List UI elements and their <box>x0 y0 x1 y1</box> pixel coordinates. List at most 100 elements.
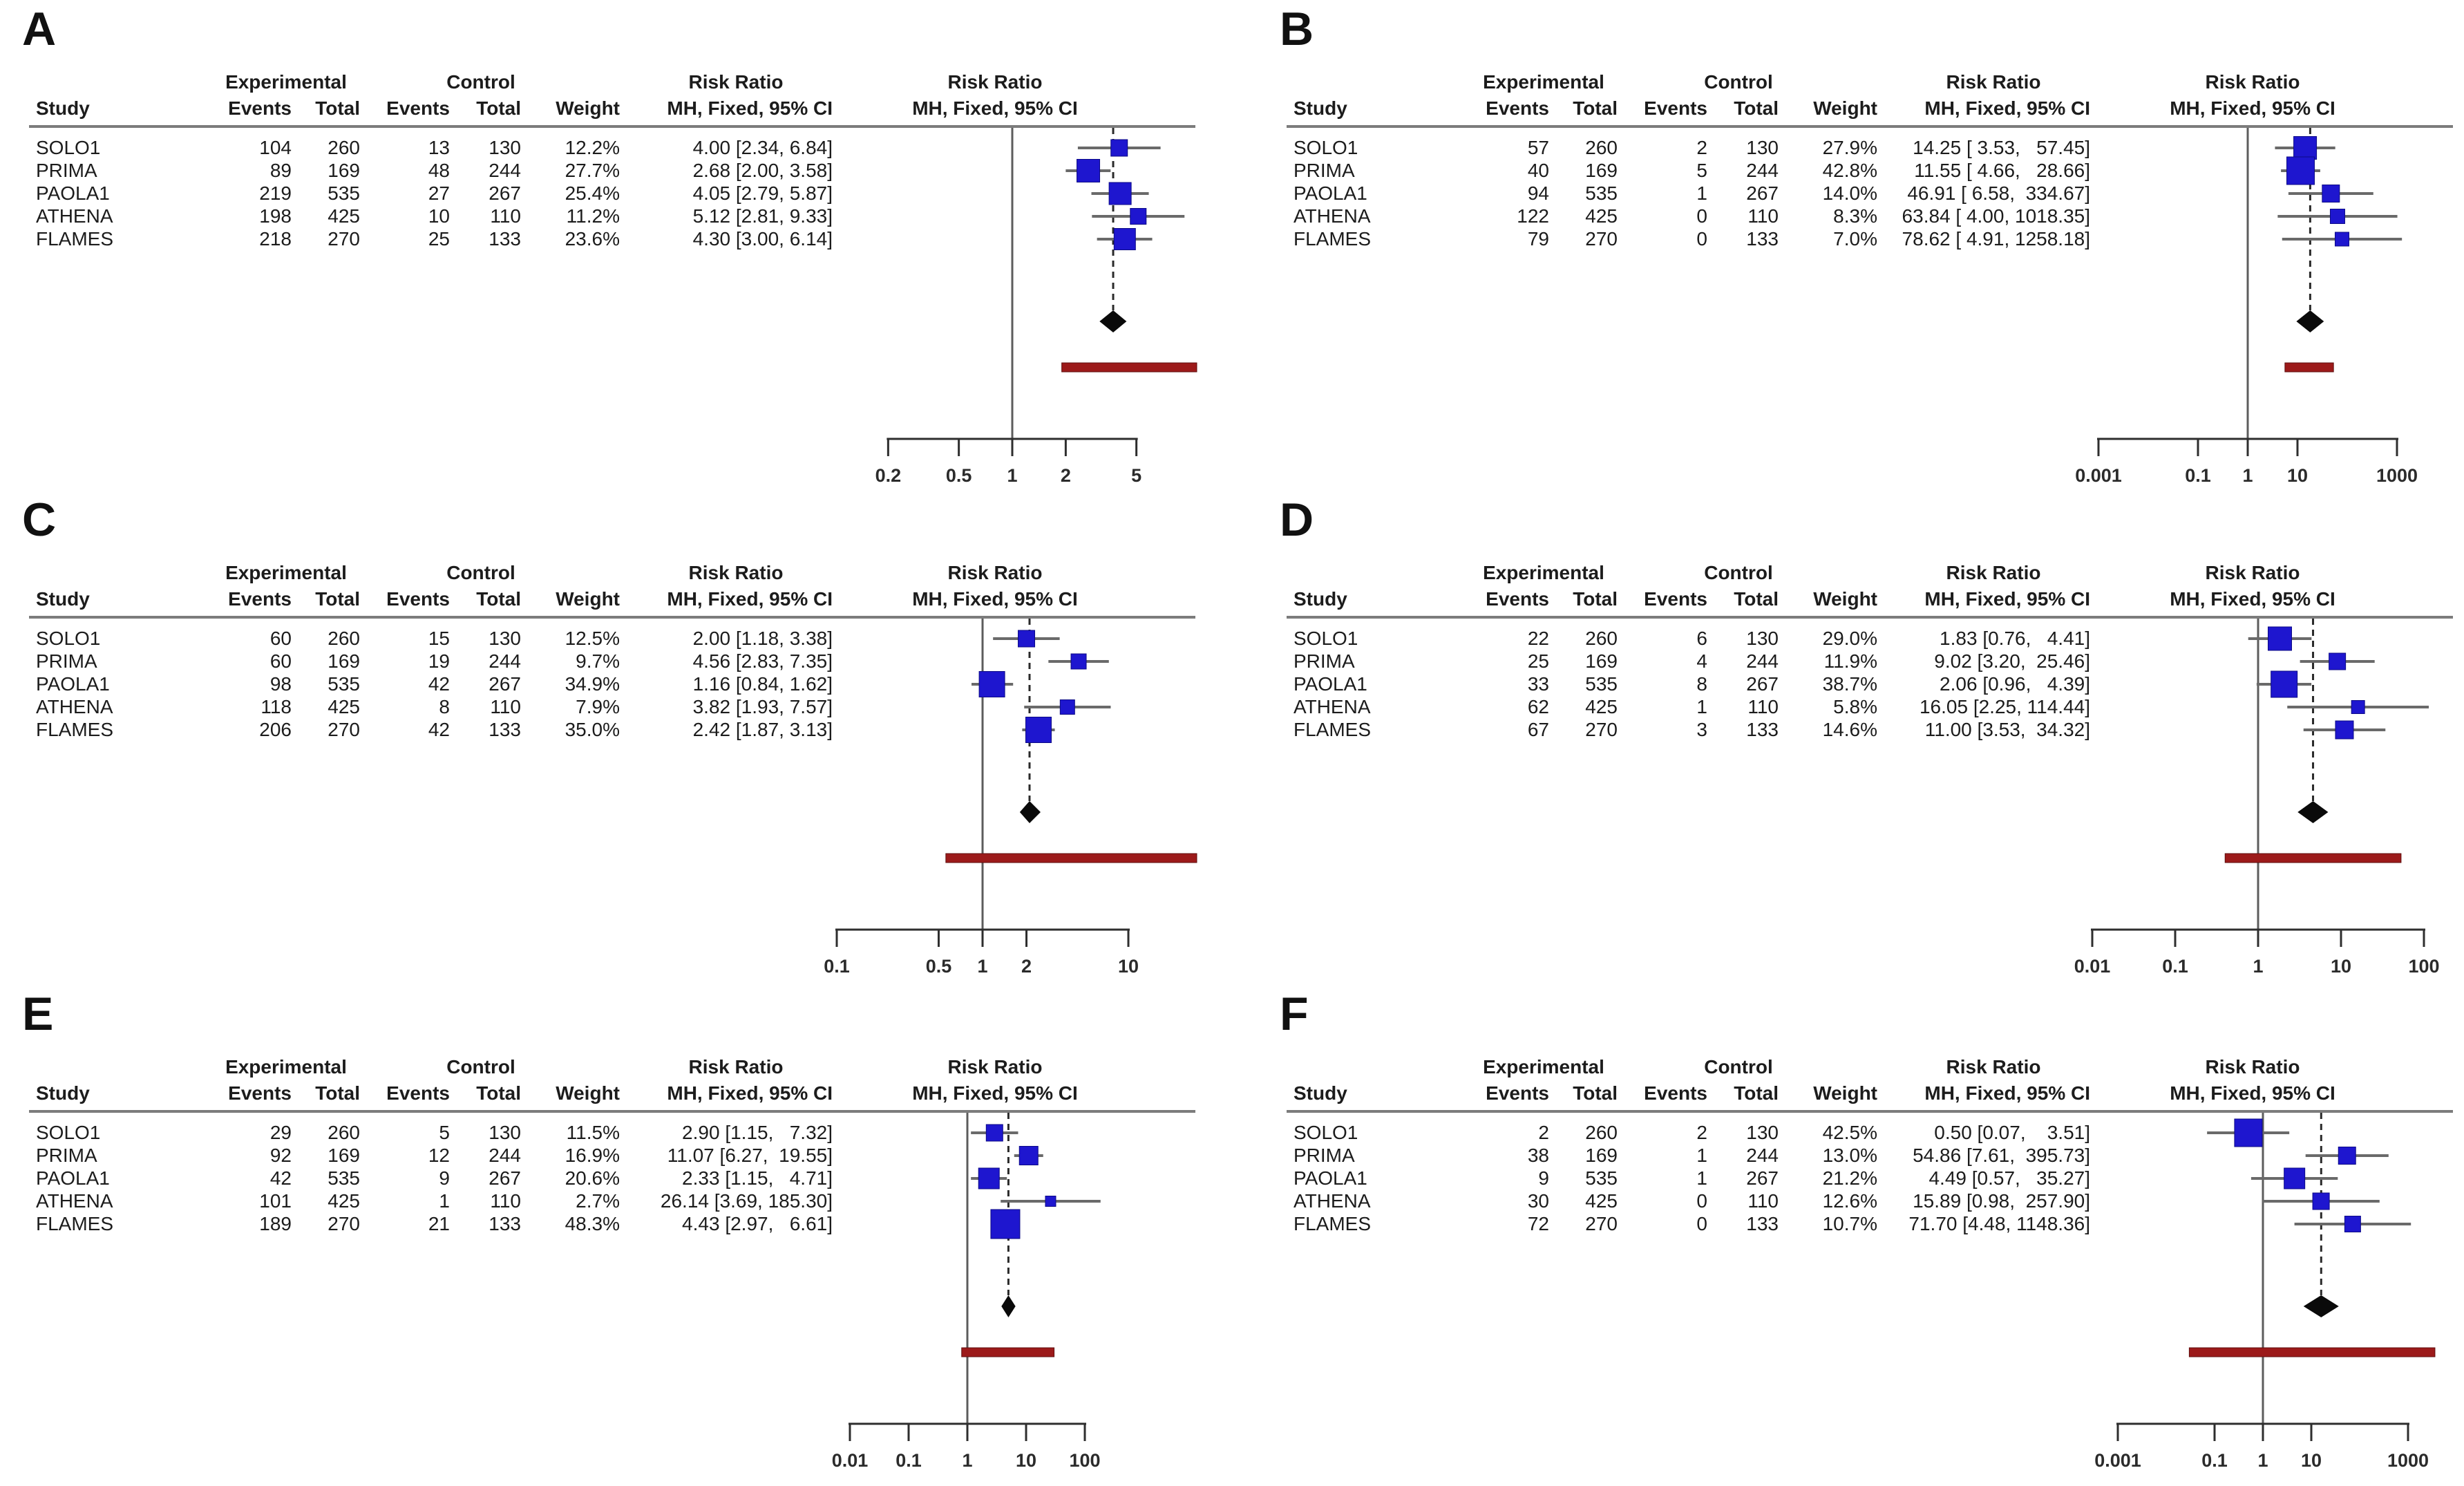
weight-cell: 14.0% <box>1822 182 1877 204</box>
col-header-control: Control <box>1704 71 1773 93</box>
ctl-total-cell: 244 <box>1746 160 1779 181</box>
study-name: SOLO1 <box>36 137 101 158</box>
col-header-risk-ratio: Risk Ratio <box>688 562 784 583</box>
col-header-effect-ci: MH, Fixed, 95% CI <box>667 1082 833 1104</box>
forest-plot: 0.1 0.5 1 2 10 <box>824 619 1197 977</box>
col-header-effect-ci: MH, Fixed, 95% CI <box>667 588 833 610</box>
col-header-weight: Weight <box>556 1082 620 1104</box>
effect-square <box>2329 652 2347 670</box>
effect-square <box>1018 630 1036 648</box>
effect-square <box>2322 185 2340 203</box>
effect-square <box>1110 139 1128 157</box>
exp-events-cell: 67 <box>1527 719 1549 740</box>
col-header-risk-ratio: Risk Ratio <box>1946 71 2041 93</box>
study-name: SOLO1 <box>1293 1122 1358 1143</box>
plot-header-effect-ci: MH, Fixed, 95% CI <box>912 97 1078 119</box>
ctl-events-cell: 1 <box>1696 182 1707 204</box>
ctl-events-cell: 8 <box>439 696 450 717</box>
ctl-events-cell: 1 <box>1696 696 1707 717</box>
col-header-exp-events: Events <box>228 97 292 119</box>
study-name: PRIMA <box>36 1145 97 1166</box>
effect-square <box>1070 653 1087 670</box>
weight-cell: 29.0% <box>1822 628 1877 649</box>
ctl-total-cell: 130 <box>1746 137 1779 158</box>
axis-tick-label: 1 <box>2242 465 2253 486</box>
exp-total-cell: 169 <box>328 1145 360 1166</box>
risk-ratio-ci-cell: 4.05 [2.79, 5.87] <box>692 182 833 204</box>
ctl-total-cell: 133 <box>489 1213 521 1234</box>
axis-tick-label: 1000 <box>2376 465 2418 486</box>
ctl-total-cell: 244 <box>1746 650 1779 672</box>
forest-plot: 0.01 0.1 1 10 100 <box>2074 619 2440 977</box>
ctl-events-cell: 15 <box>428 628 450 649</box>
risk-ratio-ci-cell: 9.02 [3.20, 25.46] <box>1928 650 2090 672</box>
exp-total-cell: 169 <box>328 650 360 672</box>
effect-square <box>2335 720 2354 740</box>
study-name: ATHENA <box>36 696 113 717</box>
exp-total-cell: 169 <box>1585 650 1618 672</box>
weight-cell: 42.8% <box>1822 160 1877 181</box>
effect-square <box>2286 156 2315 185</box>
col-header-control: Control <box>1704 562 1773 583</box>
panel-label: D <box>1280 493 1314 546</box>
plot-header-risk-ratio: Risk Ratio <box>2205 562 2300 583</box>
ctl-events-cell: 12 <box>428 1145 450 1166</box>
col-header-risk-ratio: Risk Ratio <box>1946 562 2041 583</box>
exp-events-cell: 98 <box>269 673 292 695</box>
ctl-total-cell: 130 <box>1746 628 1779 649</box>
ctl-events-cell: 42 <box>428 673 450 695</box>
risk-ratio-ci-cell: 2.90 [1.15, 7.32] <box>676 1122 833 1143</box>
col-header-ctl-total: Total <box>1734 1082 1779 1104</box>
ctl-total-cell: 267 <box>489 182 521 204</box>
risk-ratio-ci-cell: 3.82 [1.93, 7.57] <box>692 696 833 717</box>
ctl-total-cell: 267 <box>1746 182 1779 204</box>
axis-tick-label: 1 <box>2257 1450 2268 1471</box>
col-header-effect-ci: MH, Fixed, 95% CI <box>1924 1082 2090 1104</box>
exp-events-cell: 189 <box>259 1213 292 1234</box>
risk-ratio-ci-cell: 63.84 [ 4.00, 1018.35] <box>1902 205 2090 227</box>
ctl-events-cell: 25 <box>428 228 450 250</box>
col-header-experimental: Experimental <box>1483 71 1604 93</box>
exp-total-cell: 425 <box>328 205 360 227</box>
study-name: PAOLA1 <box>1293 182 1367 204</box>
prediction-interval-bar <box>2224 853 2402 863</box>
effect-square <box>1077 159 1101 182</box>
ctl-events-cell: 27 <box>428 182 450 204</box>
col-header-exp-total: Total <box>315 588 360 610</box>
exp-events-cell: 79 <box>1527 228 1549 250</box>
col-header-exp-events: Events <box>228 588 292 610</box>
header-rule <box>29 125 1195 128</box>
exp-events-cell: 92 <box>269 1145 292 1166</box>
study-name: PRIMA <box>1293 1145 1355 1166</box>
risk-ratio-ci-cell: 0.50 [0.07, 3.51] <box>1928 1122 2090 1143</box>
forest-plot: 0.001 0.1 1 10 1000 <box>2094 1113 2436 1471</box>
ctl-events-cell: 5 <box>1696 160 1707 181</box>
study-name: PRIMA <box>36 650 97 672</box>
forest-panel-c: C Experimental Control Risk Ratio Risk Ratio… <box>21 493 1197 992</box>
exp-total-cell: 535 <box>328 673 360 695</box>
plot-header-risk-ratio: Risk Ratio <box>2205 1056 2300 1078</box>
col-header-ctl-events: Events <box>386 1082 450 1104</box>
weight-cell: 38.7% <box>1822 673 1877 695</box>
plot-header-risk-ratio: Risk Ratio <box>947 562 1043 583</box>
ctl-total-cell: 110 <box>490 205 521 227</box>
risk-ratio-ci-cell: 15.89 [0.98, 257.90] <box>1913 1190 2090 1212</box>
exp-total-cell: 425 <box>1585 1190 1618 1212</box>
effect-square <box>2267 626 2292 651</box>
weight-cell: 12.5% <box>565 628 620 649</box>
plot-header-effect-ci: MH, Fixed, 95% CI <box>2170 97 2335 119</box>
weight-cell: 27.7% <box>565 160 620 181</box>
plot-header-effect-ci: MH, Fixed, 95% CI <box>912 1082 1078 1104</box>
header-rule <box>1287 125 2453 128</box>
exp-total-cell: 260 <box>1585 628 1618 649</box>
study-name: PAOLA1 <box>36 673 110 695</box>
risk-ratio-ci-cell: 1.16 [0.84, 1.62] <box>692 673 833 695</box>
exp-events-cell: 198 <box>259 205 292 227</box>
study-name: PAOLA1 <box>1293 673 1367 695</box>
exp-total-cell: 270 <box>328 1213 360 1234</box>
weight-cell: 42.5% <box>1822 1122 1877 1143</box>
weight-cell: 35.0% <box>565 719 620 740</box>
forest-plot: 0.2 0.5 1 2 5 <box>875 128 1197 486</box>
col-header-study: Study <box>36 97 90 119</box>
col-header-ctl-events: Events <box>1644 1082 1707 1104</box>
